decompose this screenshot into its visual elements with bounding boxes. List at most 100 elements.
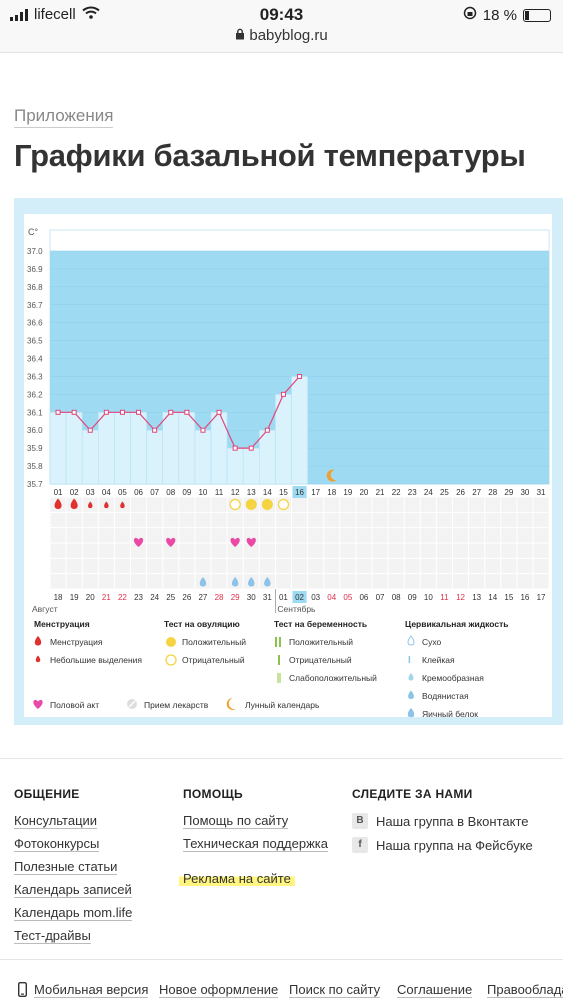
egg-white-drop-icon (264, 577, 271, 587)
footer-link-agreement[interactable]: Соглашение (397, 982, 473, 998)
ovulation-positive-icon (166, 637, 176, 647)
pregnancy-positive-icon (279, 637, 281, 647)
menstruation-icon (34, 636, 42, 646)
mobile-icon (17, 981, 27, 1002)
legend-item-label: Положительный (182, 637, 246, 647)
footer-link-test-drives[interactable]: Тест-драйвы (14, 928, 91, 944)
egg-white-drop-icon (407, 708, 415, 718)
footer-link-photo-contests[interactable]: Фотоконкурсы (14, 836, 100, 852)
y-tick-label: 36.5 (27, 337, 43, 346)
ovulation-positive-icon (245, 499, 257, 510)
cycle-day-label: 25 (440, 488, 449, 497)
date-label: 21 (102, 593, 111, 602)
footer-link-support[interactable]: Техническая поддержка (183, 836, 328, 852)
status-bar: lifecell 09:43 18 % babyblog.ru (0, 0, 563, 53)
temperature-point (184, 409, 190, 415)
footer-link-search[interactable]: Поиск по сайту (289, 982, 381, 998)
heart-icon (133, 537, 144, 547)
cycle-day-label: 04 (102, 488, 111, 497)
footer-link-site-help[interactable]: Помощь по сайту (183, 813, 289, 829)
legend-title: Цервикальная жидкость (405, 619, 508, 629)
footer-link-calendar[interactable]: Календарь записей (14, 882, 132, 898)
legend-title: Менструация (34, 619, 90, 629)
carrier: lifecell (10, 6, 100, 23)
cycle-day-label: 05 (118, 488, 127, 497)
cycle-day-label: 22 (392, 488, 401, 497)
legend-item-label: Клейкая (422, 655, 455, 665)
cycle-day-label: 13 (247, 488, 256, 497)
date-label: 26 (182, 593, 191, 602)
egg-white-drop-icon (199, 577, 207, 587)
date-label: 04 (327, 593, 336, 602)
cycle-day-label: 31 (537, 488, 546, 497)
pregnancy-positive-icon (275, 637, 277, 647)
footer-link-new-design[interactable]: Новое оформление (159, 982, 279, 998)
cycle-day-label: 18 (327, 488, 336, 497)
footer-heading: ОБЩЕНИЕ (14, 787, 80, 801)
date-label: 30 (247, 593, 256, 602)
footer-link-copyright[interactable]: Правообладате (487, 982, 563, 998)
cycle-day-label: 07 (150, 488, 159, 497)
temperature-bar (65, 412, 83, 485)
temperature-point (168, 409, 174, 415)
menstruation-icon (54, 498, 62, 509)
temperature-point (152, 427, 158, 433)
legend-item-label: Сухо (422, 637, 442, 647)
footer-link-articles[interactable]: Полезные статьи (14, 859, 118, 875)
clock: 09:43 (259, 5, 304, 24)
footer-link-consultations[interactable]: Консультации (14, 813, 98, 829)
temperature-point (216, 409, 222, 415)
date-label: 05 (343, 593, 352, 602)
y-tick-label: 35.9 (27, 444, 43, 453)
date-label: 25 (166, 593, 175, 602)
legend-item-label: Небольшие выделения (50, 655, 142, 665)
cycle-day-label: 06 (134, 488, 143, 497)
footer-col-social: СЛЕДИТЕ ЗА НАМИ В Наша группа в Вконтакт… (352, 787, 533, 861)
y-tick-label: 36.3 (27, 372, 43, 381)
cycle-day-label: 15 (279, 488, 288, 497)
temperature-bar (242, 447, 260, 485)
footer-link-mobile-version[interactable]: Мобильная версия (34, 982, 149, 998)
facebook-icon: f (352, 837, 368, 853)
date-label: 27 (198, 593, 207, 602)
footer-link-advertising[interactable]: Реклама на сайте (179, 869, 328, 888)
date-label: 12 (456, 593, 465, 602)
date-label: 17 (537, 593, 546, 602)
creamy-icon (408, 673, 414, 681)
heart-icon (230, 537, 240, 547)
footer-link-momlife[interactable]: Календарь mom.life (14, 905, 133, 921)
y-tick-label: 35.8 (27, 462, 43, 471)
y-tick-label: 36.0 (27, 426, 43, 435)
temperature-bar (210, 412, 228, 485)
breadcrumb[interactable]: Приложения (14, 106, 114, 128)
temperature-point (87, 427, 93, 433)
footer-link-facebook[interactable]: f Наша группа на Фейсбуке (352, 837, 533, 853)
bbt-chart-panel: C° 37.0 36.9 36.8 36.7 36.6 36.5 36.4 36.3 36.2 36… (14, 198, 563, 725)
light-spotting-icon (120, 501, 125, 509)
footer-link-vk[interactable]: В Наша группа в Вконтакте (352, 813, 533, 829)
cycle-day-label: 02 (70, 488, 79, 497)
egg-white-drop-icon (231, 577, 239, 587)
cycle-day-label: 03 (86, 488, 95, 497)
legend-item-label: Менструация (50, 637, 103, 647)
heart-icon (33, 699, 43, 709)
date-label: 15 (504, 593, 513, 602)
temperature-bar (162, 412, 180, 485)
date-label: 24 (150, 593, 159, 602)
ovulation-negative-icon (229, 498, 241, 511)
legend-item-label: Прием лекарств (144, 700, 209, 710)
temperature-bar (81, 429, 99, 485)
carrier-name: lifecell (34, 6, 76, 23)
signal-icon (10, 8, 28, 21)
ovulation-positive-icon (261, 499, 273, 510)
cycle-day-label: 19 (343, 488, 352, 497)
temperature-point (71, 409, 77, 415)
orientation-lock-icon (463, 6, 477, 24)
address-bar[interactable]: babyblog.ru (0, 27, 563, 44)
footer-heading: ПОМОЩЬ (183, 787, 243, 801)
date-label: 20 (86, 593, 95, 602)
date-label: 08 (392, 593, 401, 602)
month-label: Сентябрь (277, 604, 316, 614)
date-label: 19 (70, 593, 79, 602)
moon-icon (226, 697, 236, 710)
